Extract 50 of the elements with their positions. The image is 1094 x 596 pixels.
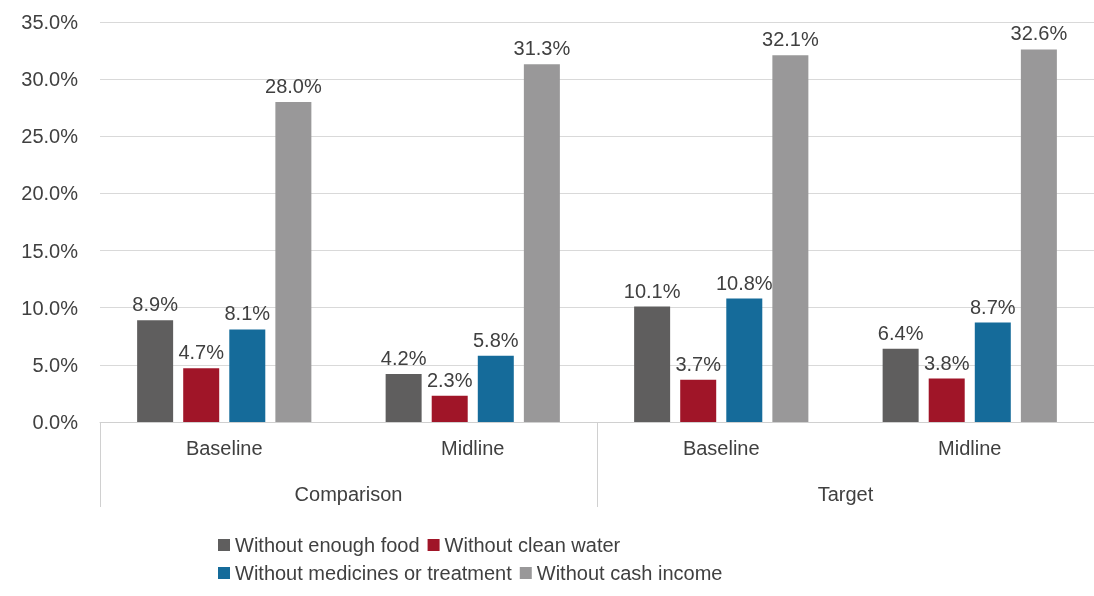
- text: Comparison: [294, 483, 403, 505]
- data-label: 4.7%: [178, 341, 225, 364]
- data-label: 5.8%: [472, 328, 519, 351]
- bar: [772, 55, 809, 422]
- bar: [229, 329, 266, 422]
- y-tick-label: 35.0%: [21, 11, 79, 33]
- y-tick-label: 20.0%: [21, 182, 79, 205]
- legend-label: Without medicines or treatment: [235, 562, 513, 584]
- bar: [477, 355, 514, 422]
- data-label: 3.8%: [923, 351, 970, 374]
- bar: [928, 378, 965, 422]
- data-label: 4.2%: [380, 347, 427, 369]
- bar: [882, 348, 919, 422]
- data-label: 32.6%: [1010, 22, 1068, 45]
- data-label: 32.1%: [762, 28, 819, 51]
- x-tick-label: Midline: [441, 437, 505, 459]
- bar: [523, 64, 560, 422]
- x-tick-label: Midline: [938, 437, 1002, 459]
- bar: [726, 298, 763, 422]
- data-label: 8.7%: [969, 295, 1016, 318]
- x-tick-label: Baseline: [682, 437, 760, 459]
- bar: [275, 102, 312, 422]
- legend-label: Without enough food: [235, 534, 420, 556]
- legend-label: Without clean water: [444, 534, 621, 556]
- y-tick-label: 5.0%: [32, 353, 79, 376]
- bar: [183, 368, 220, 422]
- bar: [137, 320, 174, 422]
- data-label: 6.4%: [877, 321, 924, 344]
- legend-label: Without cash income: [536, 562, 723, 584]
- bar: [634, 306, 671, 422]
- x-tick-label: Baseline: [185, 437, 263, 459]
- data-label: 2.3%: [426, 368, 473, 391]
- bar: [431, 395, 468, 422]
- y-tick-label: 10.0%: [21, 296, 79, 319]
- data-label: 8.1%: [224, 302, 271, 325]
- data-label: 3.7%: [675, 352, 722, 375]
- data-label: 28.0%: [265, 75, 322, 97]
- data-label: 10.1%: [623, 279, 681, 302]
- bar: [1020, 49, 1057, 422]
- text: Target: [817, 483, 874, 505]
- bar: [680, 379, 717, 422]
- bar: [974, 322, 1011, 422]
- y-tick-label: 30.0%: [21, 68, 79, 91]
- data-label: 8.9%: [132, 293, 179, 316]
- y-tick-label: 25.0%: [21, 125, 79, 148]
- bar: [385, 374, 422, 422]
- y-tick-label: 15.0%: [21, 239, 79, 262]
- data-label: 10.8%: [715, 271, 773, 294]
- y-tick-label: 0.0%: [32, 411, 79, 433]
- data-label: 31.3%: [513, 37, 571, 60]
